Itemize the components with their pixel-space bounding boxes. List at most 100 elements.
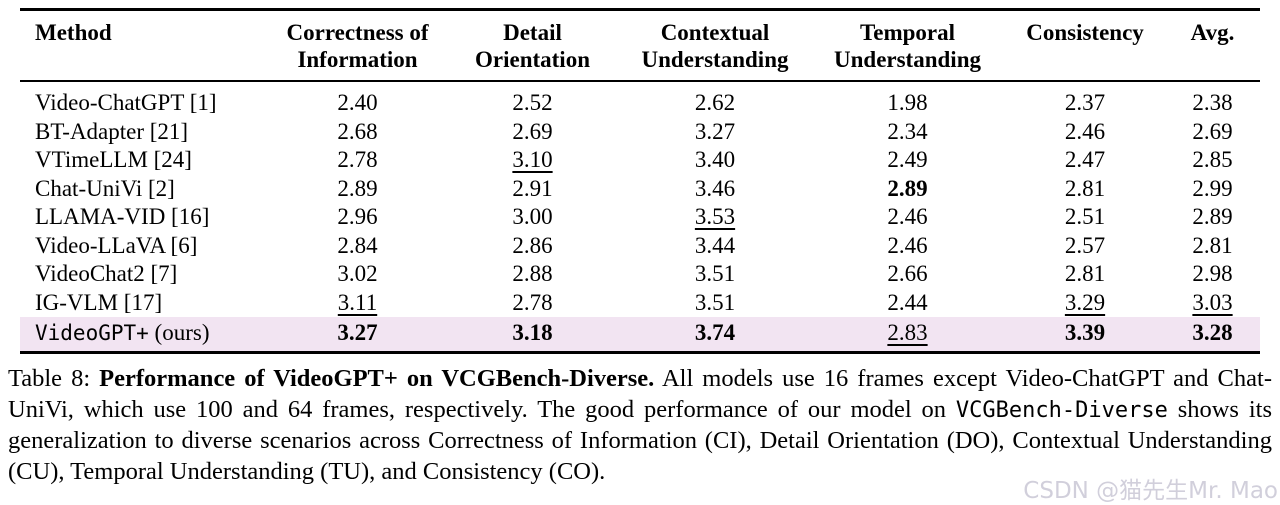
score-value: 3.28	[1192, 320, 1233, 345]
score-value: 2.44	[887, 289, 928, 315]
score-value: 2.68	[337, 118, 378, 144]
score-cell: 2.89	[270, 175, 445, 204]
score-cell: 3.74	[620, 317, 810, 352]
score-cell: 2.81	[1005, 175, 1165, 204]
caption-segment: All models use 16 frames except Video-Ch…	[8, 365, 1272, 423]
table-row: VideoChat2 [7] 3.02 2.88 3.51 2.66 2.81 2.98	[20, 260, 1260, 289]
score-cell: 2.51	[1005, 203, 1165, 232]
score-value: 3.39	[1064, 320, 1106, 345]
method-cell: Video-ChatGPT [1]	[35, 90, 217, 115]
score-value: 3.00	[512, 204, 553, 229]
score-value: 2.89	[887, 175, 928, 201]
method-cell: VideoGPT+ (ours)	[20, 317, 270, 352]
score-cell: 2.85	[1165, 146, 1260, 175]
score-cell: 3.46	[620, 175, 810, 204]
score-cell: 2.78	[445, 289, 620, 318]
method-suffix: (ours)	[148, 320, 210, 345]
score-value: 3.46	[694, 175, 736, 201]
score-cell: 2.81	[1165, 232, 1260, 261]
col-header: Avg.	[1190, 20, 1235, 45]
table-row: Video-LLaVA [6] 2.84 2.86 3.44 2.46 2.57 2.81	[20, 232, 1260, 261]
score-value: 2.69	[1192, 118, 1233, 144]
table-row: Chat-UniVi [2] 2.89 2.91 3.46 2.89 2.81 2.99	[20, 175, 1260, 204]
score-value: 2.81	[1192, 232, 1233, 258]
score-cell: 3.11	[270, 289, 445, 318]
score-value: 2.91	[512, 175, 553, 201]
score-value: 2.83	[887, 320, 928, 345]
results-table: Method Correctness of Information Detail O…	[20, 8, 1260, 354]
method-cell: VideoChat2 [7]	[35, 261, 178, 286]
score-cell: 3.28	[1165, 317, 1260, 352]
score-cell: 2.47	[1005, 146, 1165, 175]
score-cell: 3.53	[620, 203, 810, 232]
score-cell: 2.86	[445, 232, 620, 261]
caption-segment: shows its generalization to diverse scen…	[8, 395, 1272, 485]
score-value: 2.52	[512, 90, 553, 115]
col-header: Temporal Understanding	[834, 20, 981, 72]
score-value: 2.38	[1192, 90, 1233, 115]
score-value: 2.99	[1192, 175, 1233, 201]
score-cell: 2.44	[810, 289, 1005, 318]
score-cell: 2.62	[620, 81, 810, 118]
score-value: 2.34	[887, 118, 928, 144]
score-value: 2.89	[1192, 204, 1233, 229]
score-cell: 1.98	[810, 81, 1005, 118]
score-value: 3.18	[512, 320, 553, 345]
method-cell: LLAMA-VID [16]	[35, 204, 210, 229]
score-cell: 2.99	[1165, 175, 1260, 204]
col-header: Consistency	[1026, 20, 1144, 45]
caption-segment: Performance of VideoGPT+ on VCGBench-Div…	[99, 365, 655, 392]
score-cell: 2.57	[1005, 232, 1165, 261]
score-value: 2.78	[512, 289, 553, 315]
score-value: 2.40	[337, 90, 378, 115]
score-value: 3.11	[337, 289, 378, 315]
score-cell: 2.89	[810, 175, 1005, 204]
score-value: 3.10	[512, 147, 553, 172]
score-cell: 2.81	[1005, 260, 1165, 289]
score-value: 2.86	[512, 232, 553, 258]
score-value: 3.02	[337, 261, 378, 286]
table-row: Video-ChatGPT [1] 2.40 2.52 2.62 1.98 2.37 2.3…	[20, 81, 1260, 118]
score-value: 2.85	[1192, 147, 1233, 172]
score-value: 3.29	[1064, 289, 1106, 315]
score-cell: 2.88	[445, 260, 620, 289]
score-value: 2.98	[1192, 261, 1233, 286]
method-cell: Video-LLaVA [6]	[35, 232, 198, 258]
score-value: 3.03	[1192, 289, 1233, 315]
table-caption: Table 8: Performance of VideoGPT+ on VCG…	[8, 364, 1272, 487]
score-value: 3.53	[694, 204, 736, 229]
score-cell: 3.40	[620, 146, 810, 175]
caption-segment: Table 8:	[8, 365, 100, 392]
score-cell: 2.37	[1005, 81, 1165, 118]
score-cell: 3.27	[270, 317, 445, 352]
score-cell: 2.46	[810, 232, 1005, 261]
score-cell: 2.83	[810, 317, 1005, 352]
score-cell: 2.69	[1165, 118, 1260, 147]
table-row: LLAMA-VID [16] 2.96 3.00 3.53 2.46 2.51 2.89	[20, 203, 1260, 232]
table-header-row: Method Correctness of Information Detail O…	[20, 10, 1260, 81]
score-cell: 3.18	[445, 317, 620, 352]
score-value: 3.27	[694, 118, 736, 144]
score-value: 3.40	[694, 147, 736, 172]
score-value: 2.69	[512, 118, 553, 144]
score-cell: 3.51	[620, 260, 810, 289]
score-cell: 3.00	[445, 203, 620, 232]
score-value: 3.44	[694, 232, 736, 258]
score-cell: 3.10	[445, 146, 620, 175]
score-cell: 2.78	[270, 146, 445, 175]
method-cell: BT-Adapter [21]	[35, 118, 189, 144]
score-cell: 2.38	[1165, 81, 1260, 118]
score-cell: 2.40	[270, 81, 445, 118]
score-value: 2.81	[1064, 175, 1106, 201]
score-value: 2.57	[1064, 232, 1106, 258]
score-value: 2.46	[887, 232, 928, 258]
score-value: 3.51	[694, 289, 736, 315]
table-row: BT-Adapter [21] 2.68 2.69 3.27 2.34 2.46 2.69	[20, 118, 1260, 147]
score-cell: 2.46	[810, 203, 1005, 232]
score-cell: 2.49	[810, 146, 1005, 175]
score-cell: 2.66	[810, 260, 1005, 289]
score-value: 2.47	[1064, 147, 1106, 172]
score-value: 2.46	[887, 204, 928, 229]
method-cell: VTimeLLM [24]	[35, 147, 192, 172]
